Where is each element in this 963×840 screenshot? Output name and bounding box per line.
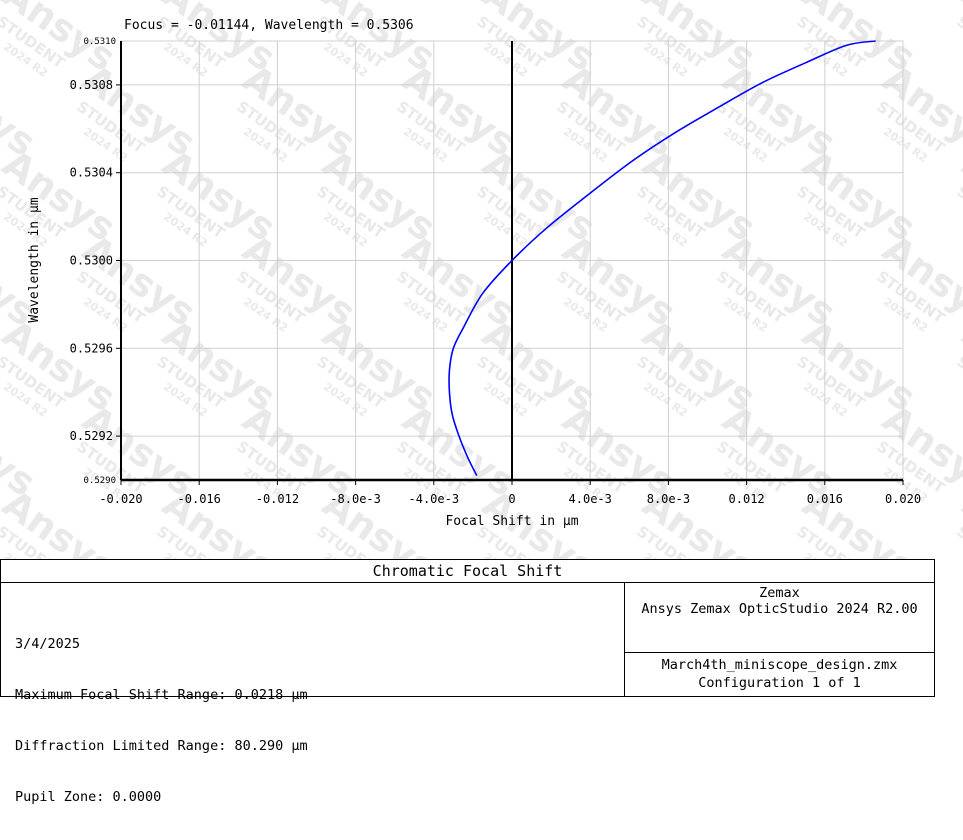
pupil-zone: Pupil Zone: 0.0000 <box>15 789 162 805</box>
panel-info-left: 3/4/2025 Maximum Focal Shift Range: 0.02… <box>15 602 308 840</box>
focal-shift-curve <box>448 40 876 476</box>
panel-info-file: March4th_miniscope_design.zmx Configurat… <box>624 652 934 696</box>
series-layer <box>448 40 876 476</box>
x-tick-label: -0.012 <box>256 492 299 506</box>
configuration-text: Configuration 1 of 1 <box>698 675 861 691</box>
panel-title: Chromatic Focal Shift <box>1 560 934 583</box>
svg-text:STUDENT: STUDENT <box>953 352 963 412</box>
y-tick-label: 0.5308 <box>70 78 113 92</box>
date-text: 3/4/2025 <box>15 636 81 652</box>
x-tick-label: 8.0e-3 <box>647 492 690 506</box>
company-name: Zemax <box>759 585 800 601</box>
chart-area: Ansys STUDENT 2024 R2 Ansys STUDENT 2024 R2 An… <box>0 0 963 560</box>
x-tick-label: -8.0e-3 <box>330 492 381 506</box>
x-tick-label: -0.020 <box>99 492 142 506</box>
x-tick-label: 0.020 <box>885 492 921 506</box>
x-tick-label: 0.012 <box>729 492 765 506</box>
svg-text:STUDENT: STUDENT <box>953 12 963 72</box>
x-tick-label: 0 <box>508 492 515 506</box>
svg-text:Ansys: Ansys <box>955 0 963 80</box>
label-layer: Focus = -0.01144, Wavelength = 0.5306 Fo… <box>27 18 579 529</box>
axis-layer: -0.020 -0.016 -0.012 -8.0e-3 -4.0e-3 0 4.0e-3 8… <box>70 37 921 506</box>
panel-info-product: Zemax Ansys Zemax OpticStudio 2024 R2.00 <box>624 582 934 652</box>
x-tick-label: -4.0e-3 <box>409 492 460 506</box>
y-tick-label: 0.5300 <box>70 254 113 268</box>
y-limit-label: 0.5310 <box>83 37 116 47</box>
x-axis-label: Focal Shift in µm <box>445 514 578 529</box>
product-name: Ansys Zemax OpticStudio 2024 R2.00 <box>641 601 918 617</box>
x-tick-label: 0.016 <box>807 492 843 506</box>
focus-wavelength-readout: Focus = -0.01144, Wavelength = 0.5306 <box>124 18 414 33</box>
y-tick-label: 0.5296 <box>70 341 113 355</box>
diffraction-limited-range: Diffraction Limited Range: 80.290 µm <box>15 738 308 754</box>
x-tick-label: -0.016 <box>178 492 221 506</box>
y-limit-label: 0.5290 <box>83 476 116 486</box>
y-tick-label: 0.5304 <box>70 166 113 180</box>
file-name: March4th_miniscope_design.zmx <box>661 657 898 673</box>
svg-text:STUDENT: STUDENT <box>953 522 963 560</box>
y-tick-label: 0.5292 <box>70 429 113 443</box>
svg-text:STUDENT: STUDENT <box>953 182 963 242</box>
info-panel: Chromatic Focal Shift 3/4/2025 Maximum F… <box>0 559 935 805</box>
max-focal-shift-range: Maximum Focal Shift Range: 0.0218 µm <box>15 687 308 703</box>
y-axis-label: Wavelength in µm <box>27 197 42 322</box>
x-tick-label: 4.0e-3 <box>569 492 612 506</box>
